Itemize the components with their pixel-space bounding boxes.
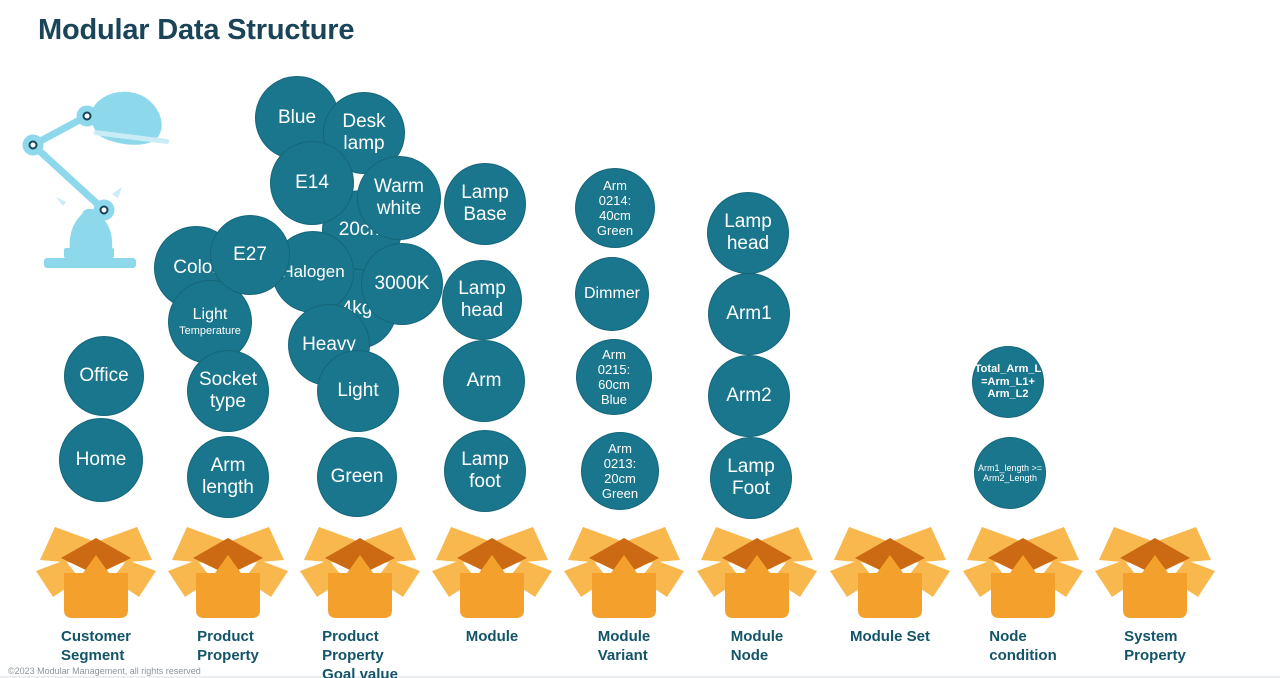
node-circle-home: Home	[59, 418, 143, 502]
box-label-module: Module	[465, 628, 519, 645]
box-label-system-property: System Property	[1124, 628, 1186, 665]
node-circle-arm1: Arm1	[708, 273, 790, 355]
open-box-icon-product-property	[166, 518, 290, 620]
node-circle-arm-length: Arm length	[187, 436, 269, 518]
node-circle-lamp-foot: Lamp Foot	[710, 437, 792, 519]
node-circle-green: Green	[317, 437, 397, 517]
open-box-icon-node-condition	[961, 518, 1085, 620]
node-circle-arm1-length-arm2-length: Arm1_length >= Arm2_Length	[974, 437, 1046, 509]
open-box-icon-product-property-goal-value	[298, 518, 422, 620]
open-box-icon-module	[430, 518, 554, 620]
node-circle-lamp-base: Lamp Base	[444, 163, 526, 245]
node-circle-e14: E14	[270, 141, 354, 225]
open-box-icon-system-property	[1093, 518, 1217, 620]
desk-lamp-illustration	[22, 91, 170, 268]
box-label-product-property-goal-value: Product Property Goal value	[322, 628, 398, 678]
node-circle-light: Light	[317, 350, 399, 432]
node-circle-office: Office	[64, 336, 144, 416]
node-circle-warm-white: Warm white	[357, 156, 441, 240]
node-circle-lamp-head: Lamp head	[707, 192, 789, 274]
node-circle-arm2: Arm2	[708, 355, 790, 437]
node-circle-desk-lamp: Desk lamp	[323, 92, 405, 174]
lamp-joint-icon	[22, 105, 115, 221]
box-label-node-condition: Node condition	[989, 628, 1057, 665]
node-circle-e27: E27	[210, 215, 290, 295]
node-circle-arm-0213-20cm-green: Arm 0213: 20cm Green	[581, 432, 659, 510]
node-circle-arm: Arm	[443, 340, 525, 422]
box-label-module-variant: Module Variant	[597, 628, 651, 665]
node-circle-lamp-head: Lamp head	[442, 260, 522, 340]
node-circle-lamp-foot: Lamp foot	[444, 430, 526, 512]
open-box-icon-customer-segment	[34, 518, 158, 620]
open-box-icon-module-variant	[562, 518, 686, 620]
node-circle-arm-0215-60cm-blue: Arm 0215: 60cm Blue	[576, 339, 652, 415]
bottom-divider	[0, 676, 1280, 678]
open-box-icon-module-node	[695, 518, 819, 620]
box-label-customer-segment: Customer Segment	[60, 628, 131, 665]
node-circle-arm-0214-40cm-green: Arm 0214: 40cm Green	[575, 168, 655, 248]
box-label-product-property: Product Property	[197, 628, 259, 665]
node-circle-3000k: 3000K	[361, 243, 443, 325]
copyright-text: ©2023 Modular Management, all rights res…	[8, 666, 201, 676]
node-circle-socket-type: Socket type	[187, 350, 269, 432]
box-label-module-node: Module Node	[730, 628, 784, 665]
page-title: Modular Data Structure	[38, 14, 355, 46]
open-box-icon-module-set	[828, 518, 952, 620]
node-circle-dimmer: Dimmer	[575, 257, 649, 331]
box-label-module-set: Module Set	[849, 628, 930, 645]
node-circle-total-arm-l-arm-l1-arm-l2: Total_Arm_L =Arm_L1+ Arm_L2	[972, 346, 1044, 418]
